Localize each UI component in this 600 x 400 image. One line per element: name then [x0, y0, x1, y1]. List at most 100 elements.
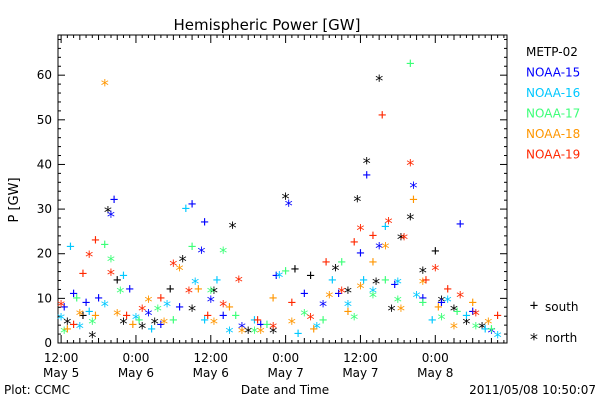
data-point-south: + — [356, 246, 364, 262]
data-point-south: + — [175, 299, 183, 315]
data-point-north: * — [237, 319, 247, 338]
data-point-north: * — [443, 292, 453, 311]
data-point-south: + — [453, 304, 461, 320]
data-point-north: * — [483, 314, 493, 333]
data-point-north: * — [471, 305, 481, 324]
x-tick-time-label: 0:00 — [122, 351, 149, 365]
data-point-south: + — [72, 290, 80, 306]
data-point-north: * — [184, 283, 194, 302]
data-point-north: * — [106, 265, 116, 284]
data-point-south: + — [319, 313, 327, 329]
data-point-south: + — [272, 268, 280, 284]
data-point-north: * — [178, 252, 188, 271]
plot-frame — [57, 34, 508, 344]
legend-entry: NOAA-16 — [526, 86, 580, 100]
data-point-north: * — [159, 314, 169, 333]
data-point-south: + — [322, 255, 330, 271]
y-axis: 0 10 20 30 40 50 60 — [37, 38, 507, 350]
x-tick-time-label: 12:00 — [193, 351, 228, 365]
data-point-north: * — [374, 71, 384, 90]
data-point-south: + — [419, 295, 427, 311]
data-point-north: * — [368, 283, 378, 302]
data-point-north: * — [268, 323, 278, 342]
data-point-south: + — [157, 317, 165, 333]
data-point-north: * — [106, 252, 116, 271]
data-point-north: * — [371, 274, 381, 293]
data-point-north: * — [356, 278, 366, 297]
data-point-north: * — [218, 243, 228, 262]
data-point-south: + — [468, 304, 476, 320]
data-point-north: * — [287, 314, 297, 333]
data-point-north: * — [399, 229, 409, 248]
data-point-north: * — [206, 292, 216, 311]
data-point-north: * — [487, 323, 497, 342]
y-tick-label: 0 — [44, 336, 52, 350]
data-point-north: * — [75, 305, 85, 324]
y-axis-label: P [GW] — [7, 177, 22, 222]
x-tick-date-label: May 8 — [417, 366, 453, 380]
legend-entry: NOAA-15 — [526, 66, 580, 80]
data-point-south: + — [338, 255, 346, 271]
data-point-north: * — [418, 263, 428, 282]
data-point-south: + — [334, 286, 342, 302]
data-point-north: * — [384, 214, 394, 233]
data-point-north: * — [343, 283, 353, 302]
data-point-north: * — [406, 156, 416, 175]
data-point-north: * — [449, 301, 459, 320]
data-point-north: * — [396, 301, 406, 320]
data-point-south: + — [481, 322, 489, 338]
x-tick-date-label: May 7 — [267, 366, 303, 380]
data-point-south: + — [406, 56, 414, 72]
data-point-south: + — [166, 281, 174, 297]
data-point-north: * — [312, 319, 322, 338]
data-point-north: * — [256, 323, 266, 342]
data-point-south: + — [359, 273, 367, 289]
data-point-north: * — [250, 323, 260, 342]
plot-credit: Plot: CCMC — [4, 383, 70, 397]
data-point-south: + — [328, 273, 336, 289]
data-point-north: * — [162, 296, 172, 315]
data-point-north: * — [209, 314, 219, 333]
data-point-north: * — [343, 296, 353, 315]
data-point-south: + — [63, 322, 71, 338]
data-point-north: * — [406, 209, 416, 228]
data-point-north: * — [318, 296, 328, 315]
x-tick-time-label: 0:00 — [272, 351, 299, 365]
data-point-north: * — [381, 238, 391, 257]
data-point-north: * — [243, 323, 253, 342]
data-point-north: * — [150, 314, 160, 333]
data-point-south: + — [135, 313, 143, 329]
x-tick-time-label: 12:00 — [44, 351, 79, 365]
data-point-north: * — [356, 220, 366, 239]
x-tick-date-label: May 5 — [43, 366, 79, 380]
legend-entry: NOAA-19 — [526, 148, 580, 162]
data-point-north: * — [103, 203, 113, 222]
data-point-north: * — [449, 319, 459, 338]
data-point-south: + — [157, 290, 165, 306]
x-tick-time-label: 12:00 — [343, 351, 378, 365]
data-point-north: * — [87, 314, 97, 333]
data-point-south: + — [281, 264, 289, 280]
data-point-south: + — [253, 313, 261, 329]
data-point-south: + — [101, 237, 109, 253]
data-point-south: + — [91, 308, 99, 324]
data-point-south: + — [468, 295, 476, 311]
data-point-south: + — [462, 308, 470, 324]
data-point-north: * — [418, 274, 428, 293]
data-point-north: * — [275, 267, 285, 286]
data-point-north: * — [353, 191, 363, 210]
data-point-north: * — [409, 178, 419, 197]
data-point-south: + — [250, 313, 258, 329]
chart-title: Hemispheric Power [GW] — [174, 16, 361, 34]
data-point-south: + — [203, 308, 211, 324]
data-point-north: * — [331, 261, 341, 280]
data-point-north: * — [100, 296, 110, 315]
data-point-south: + — [381, 273, 389, 289]
data-point-south: + — [409, 192, 417, 208]
y-tick-label: 10 — [37, 291, 52, 305]
data-point-south: + — [232, 308, 240, 324]
data-point-south: + — [225, 299, 233, 315]
data-point-north: * — [234, 272, 244, 291]
